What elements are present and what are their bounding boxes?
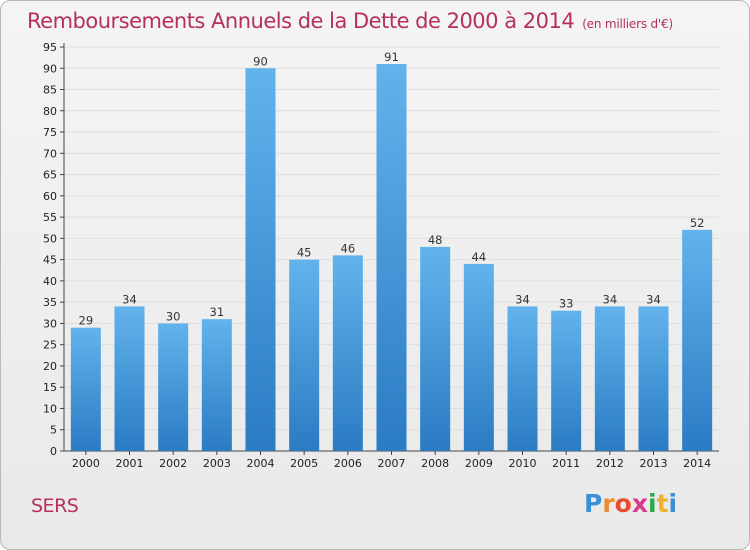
y-tick-label: 95 xyxy=(43,41,57,54)
proxiti-logo: Proxiti xyxy=(584,489,677,518)
y-tick-label: 0 xyxy=(50,445,57,458)
value-label: 52 xyxy=(690,216,705,230)
bar xyxy=(376,64,407,451)
y-tick-label: 25 xyxy=(43,339,57,352)
y-tick-label: 40 xyxy=(43,275,57,288)
chart-title-block: Remboursements Annuels de la Dette de 20… xyxy=(27,9,673,33)
value-label: 33 xyxy=(559,297,574,311)
y-tick-label: 30 xyxy=(43,317,57,330)
bar xyxy=(682,229,713,451)
logo-letter: x xyxy=(631,489,648,518)
bar xyxy=(114,306,145,451)
y-tick-label: 55 xyxy=(43,211,57,224)
value-label: 34 xyxy=(515,292,530,306)
y-tick-label: 10 xyxy=(43,402,57,415)
bar xyxy=(289,259,320,451)
value-labels: 29 34 30 31 90 45 46 91 48 44 34 33 34 34 52 xyxy=(79,50,705,328)
x-tick-label: 2013 xyxy=(640,457,668,470)
x-tick-label: 2005 xyxy=(290,457,318,470)
logo-letter: P xyxy=(584,489,603,518)
bar xyxy=(420,246,451,451)
value-label: 34 xyxy=(603,292,618,306)
bar xyxy=(638,306,669,451)
x-tick-label: 2009 xyxy=(465,457,493,470)
value-label: 91 xyxy=(384,50,399,64)
value-label: 29 xyxy=(79,314,94,328)
y-tick-label: 85 xyxy=(43,84,57,97)
value-label: 44 xyxy=(472,250,487,264)
logo-letter: o xyxy=(614,489,632,518)
y-tick-label: 5 xyxy=(50,424,57,437)
x-tick-label: 2002 xyxy=(159,457,187,470)
x-tick-label: 2010 xyxy=(509,457,537,470)
x-tick-labels: 2000 2001 2002 2003 2004 2005 2006 2007 2008 2009… xyxy=(72,451,711,470)
value-label: 31 xyxy=(210,305,225,319)
x-tick-label: 2012 xyxy=(596,457,624,470)
bar xyxy=(201,319,232,451)
bar xyxy=(507,306,538,451)
bars xyxy=(70,64,713,452)
value-label: 30 xyxy=(166,309,181,323)
y-tick-labels: 0 5 10 15 20 25 30 35 40 45 50 55 60 65 70 75 80 85 90 95 xyxy=(43,41,57,458)
y-tick-label: 70 xyxy=(43,147,57,160)
x-tick-label: 2008 xyxy=(421,457,449,470)
y-tick-label: 15 xyxy=(43,381,57,394)
place-name: SERS xyxy=(31,495,79,517)
x-tick-label: 2007 xyxy=(378,457,406,470)
x-tick-label: 2006 xyxy=(334,457,362,470)
logo-letter: i xyxy=(668,489,678,518)
bar xyxy=(332,255,363,451)
y-tick-label: 35 xyxy=(43,296,57,309)
logo-letter: i xyxy=(648,489,657,518)
x-tick-label: 2011 xyxy=(552,457,580,470)
value-label: 34 xyxy=(646,292,661,306)
y-tick-label: 80 xyxy=(43,105,57,118)
y-tick-label: 45 xyxy=(43,254,57,267)
chart-title: Remboursements Annuels de la Dette de 20… xyxy=(27,9,575,33)
x-tick-label: 2004 xyxy=(247,457,275,470)
y-tick-label: 50 xyxy=(43,232,57,245)
x-tick-label: 2003 xyxy=(203,457,231,470)
bar xyxy=(594,306,625,451)
x-tick-label: 2014 xyxy=(683,457,711,470)
bar xyxy=(551,310,582,451)
value-label: 90 xyxy=(253,54,268,68)
y-tick-label: 60 xyxy=(43,190,57,203)
logo-letter: t xyxy=(656,489,669,518)
y-tick-label: 20 xyxy=(43,360,57,373)
value-label: 34 xyxy=(122,292,137,306)
bar xyxy=(158,323,189,451)
x-tick-label: 2000 xyxy=(72,457,100,470)
bar xyxy=(70,327,101,451)
y-tick-label: 65 xyxy=(43,169,57,182)
y-tick-label: 75 xyxy=(43,126,57,139)
value-label: 46 xyxy=(341,241,356,255)
value-label: 45 xyxy=(297,246,312,260)
value-label: 48 xyxy=(428,233,443,247)
y-tick-label: 90 xyxy=(43,62,57,75)
logo-letter: r xyxy=(602,489,615,518)
unit-note: (en milliers d'€) xyxy=(582,17,673,31)
x-tick-label: 2001 xyxy=(116,457,144,470)
bar xyxy=(463,263,494,451)
bar xyxy=(245,68,276,452)
